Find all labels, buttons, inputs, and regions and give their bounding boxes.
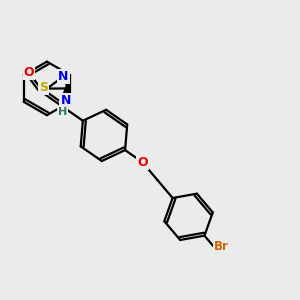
Text: H: H [58, 107, 67, 117]
Text: S: S [39, 81, 48, 94]
Text: Br: Br [214, 240, 229, 254]
Text: O: O [24, 66, 34, 79]
Text: N: N [58, 70, 69, 83]
Text: N: N [60, 94, 71, 106]
Text: O: O [137, 155, 148, 169]
